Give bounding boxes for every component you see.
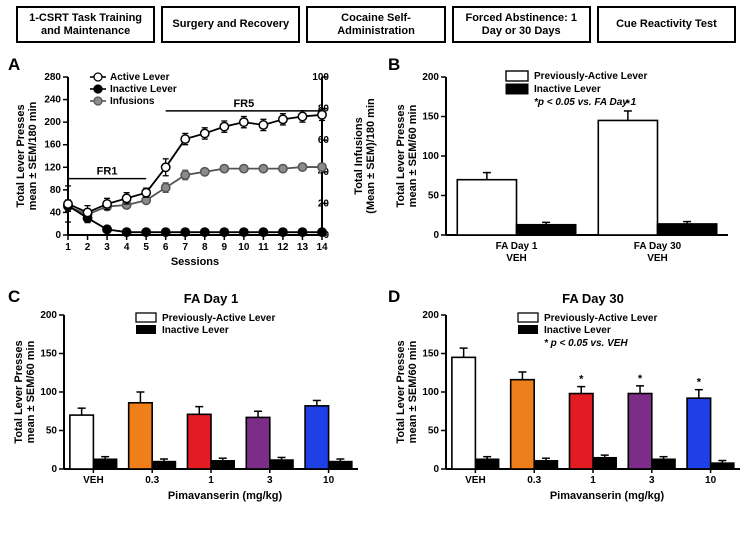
svg-text:50: 50: [428, 426, 440, 437]
svg-text:1: 1: [208, 475, 214, 486]
svg-text:* p < 0.05 vs. VEH: * p < 0.05 vs. VEH: [544, 338, 628, 349]
svg-text:10: 10: [705, 475, 717, 486]
svg-text:3: 3: [649, 475, 655, 486]
svg-text:0.3: 0.3: [527, 475, 541, 486]
svg-text:20: 20: [318, 199, 330, 210]
svg-text:Active Lever: Active Lever: [110, 72, 170, 83]
svg-text:200: 200: [422, 72, 439, 83]
svg-text:14: 14: [316, 242, 328, 253]
timeline-box: 1-CSRT Task Training and Maintenance: [16, 6, 155, 43]
svg-text:VEH: VEH: [647, 253, 668, 264]
svg-text:100: 100: [312, 72, 329, 83]
timeline-box: Forced Abstinence: 1 Day or 30 Days: [452, 6, 591, 43]
svg-text:*p < 0.05 vs. FA Day 1: *p < 0.05 vs. FA Day 1: [534, 97, 637, 108]
svg-text:*: *: [638, 373, 643, 385]
timeline-box: Cue Reactivity Test: [597, 6, 736, 43]
svg-text:0: 0: [433, 464, 439, 475]
svg-text:150: 150: [422, 112, 439, 123]
svg-text:3: 3: [267, 475, 273, 486]
svg-text:Pimavanserin (mg/kg): Pimavanserin (mg/kg): [168, 490, 283, 502]
panel-D-chart: FA Day 30 0 50 100 150 200 Total Lever Presses…: [388, 289, 748, 529]
svg-text:60: 60: [318, 135, 330, 146]
svg-text:Total Lever Presses: Total Lever Presses: [395, 105, 407, 208]
svg-text:5: 5: [143, 242, 149, 253]
svg-text:50: 50: [428, 191, 440, 202]
svg-text:240: 240: [44, 95, 61, 106]
svg-text:Previously-Active Lever: Previously-Active Lever: [544, 313, 657, 324]
svg-text:FA Day 1: FA Day 1: [184, 291, 238, 306]
timeline-box: Cocaine Self-Administration: [306, 6, 445, 43]
svg-text:mean ± SEM/60 min: mean ± SEM/60 min: [407, 341, 419, 444]
timeline: 1-CSRT Task Training and Maintenance Sur…: [16, 6, 736, 43]
svg-text:4: 4: [124, 242, 130, 253]
svg-text:Total Infusions: Total Infusions: [353, 118, 365, 195]
svg-text:1: 1: [65, 242, 71, 253]
svg-text:0: 0: [55, 230, 61, 241]
svg-text:0: 0: [433, 230, 439, 241]
svg-text:100: 100: [422, 387, 439, 398]
svg-text:FA Day 1: FA Day 1: [496, 241, 538, 252]
svg-text:Inactive Lever: Inactive Lever: [110, 84, 177, 95]
figure-panels: A B C D 04080120160200240280020406080100…: [0, 51, 752, 531]
svg-text:VEH: VEH: [465, 475, 486, 486]
svg-text:150: 150: [422, 349, 439, 360]
svg-text:(Mean ± SEM)/180 min: (Mean ± SEM)/180 min: [365, 98, 377, 214]
svg-text:8: 8: [202, 242, 208, 253]
svg-text:10: 10: [323, 475, 335, 486]
svg-text:*: *: [697, 377, 702, 389]
svg-text:12: 12: [277, 242, 289, 253]
svg-text:Total Lever Presses: Total Lever Presses: [13, 341, 25, 444]
svg-text:Inactive Lever: Inactive Lever: [534, 84, 601, 95]
svg-text:Total Lever Presses: Total Lever Presses: [395, 341, 407, 444]
svg-text:100: 100: [422, 151, 439, 162]
svg-text:200: 200: [422, 310, 439, 321]
svg-text:Total Lever Presses: Total Lever Presses: [15, 105, 27, 208]
svg-text:Infusions: Infusions: [110, 96, 155, 107]
panel-C-chart: FA Day 1 0 50 100 150 200 Total Lever Pressesm…: [6, 289, 378, 529]
svg-text:0: 0: [51, 464, 57, 475]
svg-text:mean ± SEM/60 min: mean ± SEM/60 min: [25, 341, 37, 444]
svg-text:mean ± SEM/60 min: mean ± SEM/60 min: [407, 105, 419, 208]
svg-text:Sessions: Sessions: [171, 256, 219, 268]
svg-text:200: 200: [40, 310, 57, 321]
svg-text:40: 40: [50, 208, 62, 219]
svg-text:120: 120: [44, 163, 61, 174]
svg-text:VEH: VEH: [506, 253, 527, 264]
panel-B-chart: 0 50 100 150 200 Total Lever Pressesmean ± SE…: [388, 57, 748, 289]
svg-text:Previously-Active Lever: Previously-Active Lever: [534, 71, 647, 82]
svg-text:0.3: 0.3: [145, 475, 159, 486]
svg-text:7: 7: [182, 242, 188, 253]
panel-A-chart: 0408012016020024028002040608010012345678…: [6, 57, 378, 289]
svg-text:2: 2: [85, 242, 91, 253]
timeline-box: Surgery and Recovery: [161, 6, 300, 43]
svg-text:FR1: FR1: [97, 166, 118, 178]
svg-text:mean ± SEM/180 min: mean ± SEM/180 min: [27, 102, 39, 211]
svg-text:*: *: [579, 374, 584, 386]
svg-text:160: 160: [44, 140, 61, 151]
svg-text:FA Day 30: FA Day 30: [562, 291, 624, 306]
svg-text:50: 50: [46, 426, 58, 437]
svg-text:Inactive Lever: Inactive Lever: [544, 325, 611, 336]
svg-text:Inactive Lever: Inactive Lever: [162, 325, 229, 336]
svg-text:Pimavanserin (mg/kg): Pimavanserin (mg/kg): [550, 490, 665, 502]
svg-text:80: 80: [50, 185, 62, 196]
svg-text:280: 280: [44, 72, 61, 83]
svg-text:3: 3: [104, 242, 110, 253]
svg-text:100: 100: [40, 387, 57, 398]
svg-text:VEH: VEH: [83, 475, 104, 486]
svg-text:200: 200: [44, 117, 61, 128]
svg-text:11: 11: [258, 242, 269, 253]
svg-text:Previously-Active Lever: Previously-Active Lever: [162, 313, 275, 324]
svg-text:1: 1: [590, 475, 596, 486]
svg-text:13: 13: [297, 242, 309, 253]
svg-text:150: 150: [40, 349, 57, 360]
svg-text:9: 9: [222, 242, 228, 253]
svg-text:6: 6: [163, 242, 169, 253]
svg-text:FA Day 30: FA Day 30: [634, 241, 682, 252]
svg-text:FR5: FR5: [233, 98, 254, 110]
svg-text:10: 10: [238, 242, 250, 253]
